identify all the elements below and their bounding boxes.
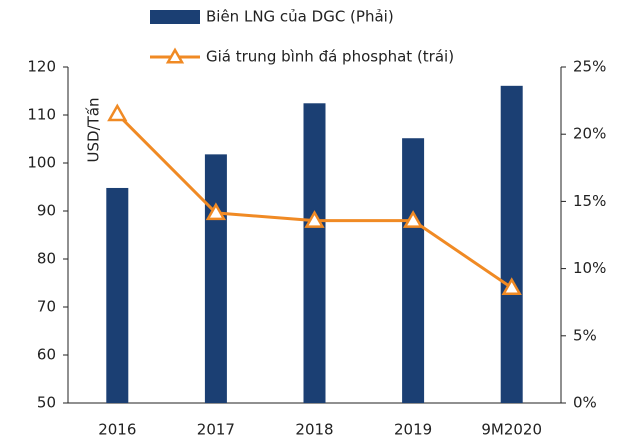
- bar: [303, 103, 326, 404]
- x-tick-label: 9M2020: [481, 421, 542, 439]
- y2-tick-label: 10%: [573, 259, 606, 277]
- y-tick-label: 50: [37, 394, 56, 412]
- y2-tick-label: 5%: [573, 326, 597, 344]
- marker: [205, 202, 227, 221]
- y-tick-label: 80: [37, 250, 56, 268]
- x-tick-label: 2017: [197, 421, 235, 439]
- y2-tick-label: 25%: [573, 58, 606, 76]
- marker: [402, 210, 424, 228]
- y2-tick-label: 20%: [573, 125, 606, 143]
- y-axis-label: USD/Tấn: [85, 98, 103, 163]
- y2-tick-label: 15%: [573, 192, 606, 210]
- y-tick-label: 110: [27, 106, 56, 124]
- x-tick-label: 2018: [295, 421, 333, 439]
- bar: [204, 154, 227, 403]
- marker: [107, 103, 128, 122]
- x-tick-label: 2019: [394, 421, 432, 439]
- y-tick-label: 120: [27, 58, 56, 76]
- y-tick-label: 100: [27, 154, 56, 172]
- bar: [500, 85, 523, 403]
- marker: [501, 277, 522, 296]
- legend-label: Giá trung bình đá phosphat (trái): [206, 48, 454, 66]
- bar: [402, 138, 425, 403]
- marker: [304, 210, 325, 228]
- y-tick-label: 60: [37, 346, 56, 364]
- y-tick-label: 90: [37, 202, 56, 220]
- legend-swatch: [150, 10, 200, 24]
- bar: [106, 187, 129, 403]
- y2-tick-label: 0%: [573, 394, 597, 412]
- marker: [165, 47, 185, 64]
- y-tick-label: 70: [37, 298, 56, 316]
- x-tick-label: 2016: [98, 421, 136, 439]
- legend-label: Biên LNG của DGC (Phải): [206, 8, 394, 26]
